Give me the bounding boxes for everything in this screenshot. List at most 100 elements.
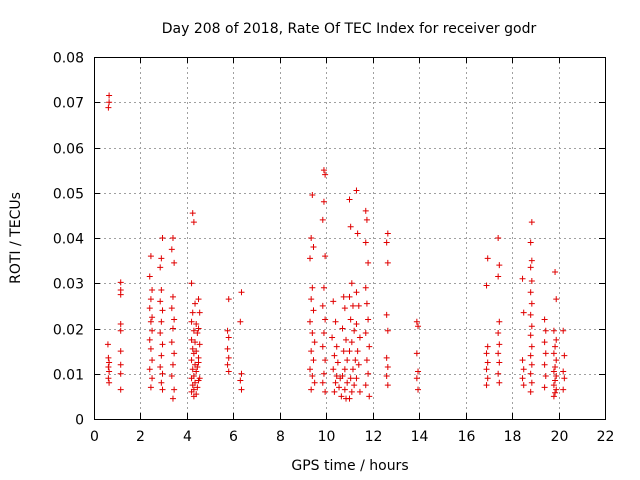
data-point (484, 343, 491, 350)
data-point (552, 268, 559, 275)
data-point (344, 357, 351, 364)
data-point (356, 388, 363, 395)
data-point (519, 357, 526, 364)
data-point (560, 327, 567, 334)
data-point (309, 373, 316, 380)
data-point (341, 305, 348, 312)
data-point (346, 395, 353, 402)
data-point (190, 393, 197, 400)
data-point (483, 350, 490, 357)
data-point (384, 259, 391, 266)
data-point (171, 386, 178, 393)
data-point (190, 350, 197, 357)
data-point (527, 370, 534, 377)
data-point (320, 167, 327, 174)
data-point (496, 359, 503, 366)
data-point (527, 311, 534, 318)
data-point (527, 289, 534, 296)
data-point (413, 350, 420, 357)
data-point (147, 318, 154, 325)
data-point (362, 239, 369, 246)
grid-lines (94, 57, 605, 419)
data-point (351, 327, 358, 334)
data-point (158, 318, 165, 325)
data-point (552, 363, 559, 370)
data-point (192, 339, 199, 346)
data-point (496, 379, 503, 386)
data-point (322, 357, 329, 364)
data-point (552, 343, 559, 350)
data-point (105, 363, 112, 370)
data-point (483, 382, 490, 389)
data-point (553, 336, 560, 343)
data-point (484, 375, 491, 382)
y-tick-label: 0.04 (53, 232, 84, 248)
data-point (117, 348, 124, 355)
data-point (146, 366, 153, 373)
chart-title: Day 208 of 2018, Rate Of TEC Index for r… (162, 21, 537, 37)
x-tick-label: 6 (229, 429, 238, 445)
data-point (550, 393, 557, 400)
data-point (195, 359, 202, 366)
data-point (238, 289, 245, 296)
data-point (308, 235, 315, 241)
data-point (159, 341, 166, 348)
data-point (146, 273, 153, 280)
data-point (149, 327, 156, 334)
data-point (168, 339, 175, 346)
data-point (383, 311, 390, 318)
data-point (147, 384, 154, 391)
data-point (106, 379, 113, 386)
data-point (341, 386, 348, 393)
data-point (338, 393, 345, 400)
data-point (188, 357, 195, 364)
data-point (311, 379, 318, 386)
data-point (527, 239, 534, 246)
data-point (528, 361, 535, 368)
data-point (383, 373, 390, 380)
data-point (320, 370, 327, 377)
data-point (189, 382, 196, 389)
data-point (346, 196, 353, 203)
data-point (520, 366, 527, 373)
data-point (171, 316, 178, 323)
data-point (169, 293, 176, 300)
data-point (362, 330, 369, 337)
data-point (225, 368, 232, 375)
data-point (159, 370, 166, 377)
data-point (196, 341, 203, 348)
data-point (483, 366, 490, 373)
data-point (117, 386, 124, 393)
data-point (340, 293, 347, 300)
data-point (362, 207, 369, 214)
data-point (188, 388, 195, 395)
data-point (189, 366, 196, 373)
data-point (347, 223, 354, 230)
data-point (188, 280, 195, 287)
data-point (149, 357, 156, 364)
data-point (348, 339, 355, 346)
data-point (188, 375, 195, 382)
data-point (353, 289, 360, 296)
data-point (157, 363, 164, 370)
data-point (332, 318, 339, 325)
data-point (346, 348, 353, 355)
data-point (117, 320, 124, 327)
data-point (147, 296, 154, 303)
data-point (348, 388, 355, 395)
data-point (340, 348, 347, 355)
axis-ticks: 0 0.01 0.02 0.03 0.04 0.05 0.06 0.07 0.08 0 2 4 6 8 10… (53, 51, 615, 446)
data-point (348, 280, 355, 287)
data-point (528, 323, 535, 330)
data-point (346, 293, 353, 300)
data-point (343, 336, 350, 343)
data-point (149, 375, 156, 382)
data-point (528, 343, 535, 350)
data-point (560, 386, 567, 393)
data-point (117, 327, 124, 334)
data-point (169, 361, 176, 368)
data-point (105, 354, 112, 361)
data-point (552, 377, 559, 384)
data-point (347, 316, 354, 323)
